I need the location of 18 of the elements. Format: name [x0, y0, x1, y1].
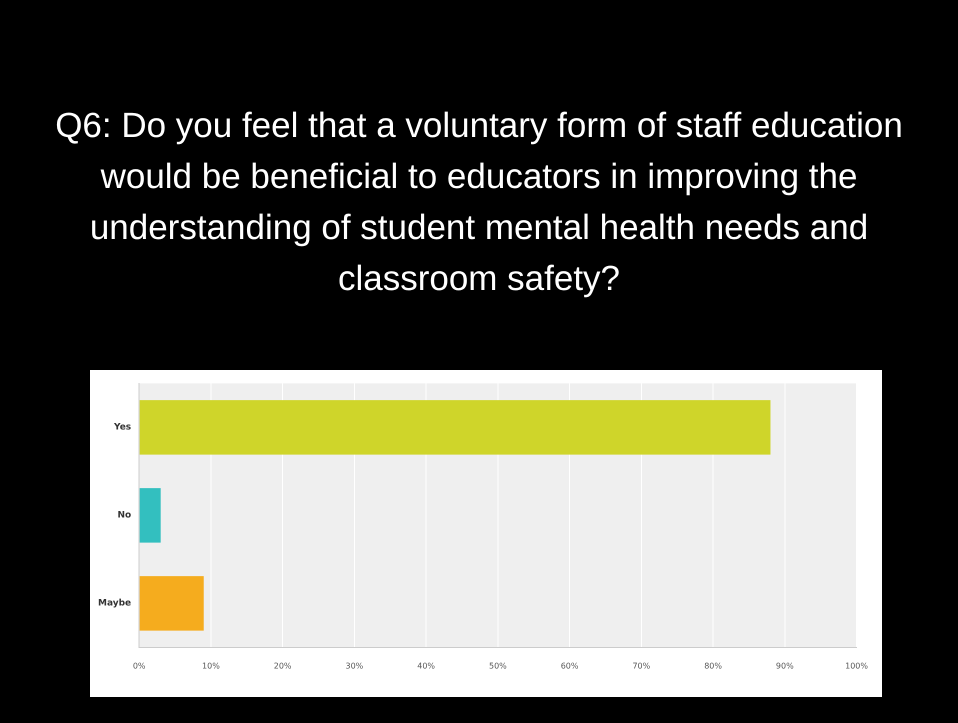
chart-title: Q6: Do you feel that a voluntary form of staff education would be beneficial to educators in improving the understanding of student mental health needs and classroom safety? — [54, 105, 904, 300]
y-tick-label: Yes — [113, 422, 132, 433]
x-tick-label: 70% — [632, 661, 651, 670]
x-tick-label: 50% — [488, 661, 508, 670]
x-tick-label: 30% — [345, 661, 364, 670]
x-tick-label: 90% — [776, 661, 794, 670]
y-tick-label: Maybe — [98, 598, 132, 609]
x-tick-label: 20% — [274, 661, 292, 670]
bar — [140, 488, 161, 543]
x-tick-label: 40% — [417, 661, 436, 670]
x-tick-label: 100% — [845, 661, 868, 670]
x-tick-label: 0% — [132, 661, 146, 670]
bar — [140, 576, 204, 631]
x-tick-label: 60% — [560, 661, 579, 670]
y-tick-label: No — [117, 510, 132, 521]
x-tick-label: 10% — [202, 661, 220, 670]
x-tick-label: 80% — [704, 661, 722, 670]
bar — [140, 400, 770, 455]
